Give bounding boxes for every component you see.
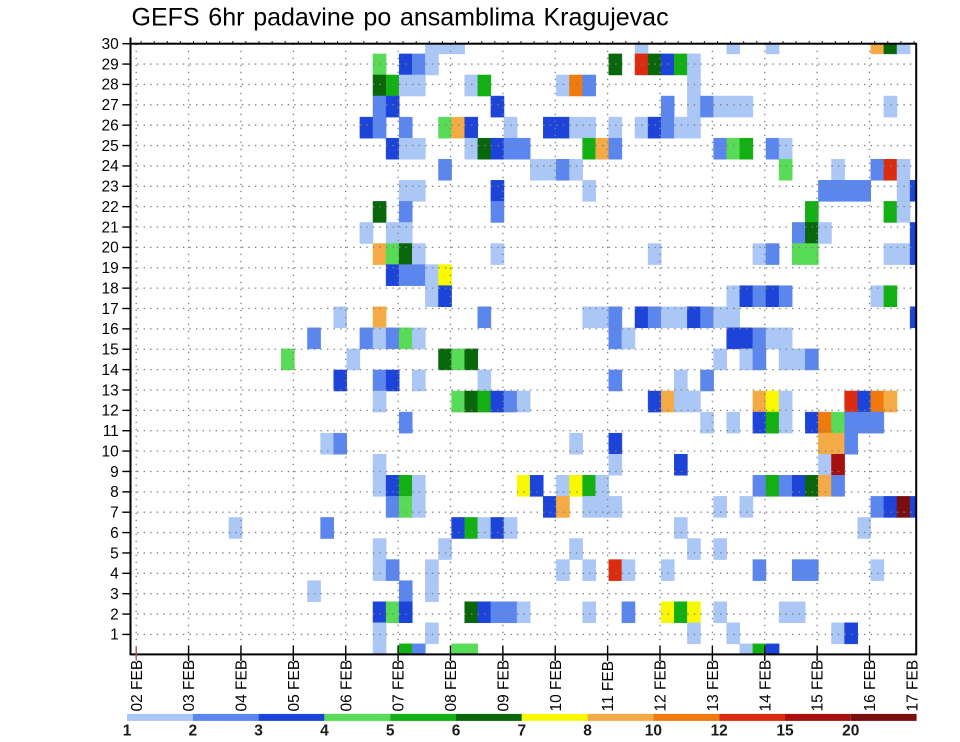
svg-text:08 FEB: 08 FEB <box>443 660 460 712</box>
svg-text:6: 6 <box>110 525 119 542</box>
svg-text:3: 3 <box>110 586 119 603</box>
svg-text:7: 7 <box>110 505 119 522</box>
svg-text:GEFS 6hr padavine po ansamblim: GEFS 6hr padavine po ansamblima Kragujev… <box>132 4 669 32</box>
svg-text:17: 17 <box>102 301 119 318</box>
svg-text:3: 3 <box>254 723 263 740</box>
svg-text:28: 28 <box>102 77 119 94</box>
svg-text:16: 16 <box>102 321 119 338</box>
svg-text:5: 5 <box>386 723 395 740</box>
svg-text:30: 30 <box>102 36 120 53</box>
svg-text:29: 29 <box>102 56 119 73</box>
svg-text:16 FEB: 16 FEB <box>862 660 879 712</box>
svg-text:6: 6 <box>452 723 461 740</box>
svg-text:05 FEB: 05 FEB <box>286 660 303 712</box>
svg-text:06 FEB: 06 FEB <box>338 660 355 712</box>
svg-text:03 FEB: 03 FEB <box>181 660 198 712</box>
svg-text:23: 23 <box>102 179 119 196</box>
svg-text:11: 11 <box>103 423 119 440</box>
svg-text:8: 8 <box>110 484 119 501</box>
svg-text:27: 27 <box>102 97 119 114</box>
svg-text:13 FEB: 13 FEB <box>705 660 722 712</box>
svg-text:21: 21 <box>102 219 119 236</box>
svg-text:18: 18 <box>102 280 119 297</box>
svg-text:1: 1 <box>123 723 132 740</box>
svg-text:2: 2 <box>188 723 197 740</box>
svg-text:9: 9 <box>110 464 119 481</box>
svg-text:12: 12 <box>711 723 728 740</box>
svg-text:2: 2 <box>110 606 119 623</box>
svg-text:20: 20 <box>842 723 859 740</box>
svg-text:17 FEB: 17 FEB <box>905 660 922 712</box>
svg-text:26: 26 <box>102 117 119 134</box>
svg-text:8: 8 <box>583 723 592 740</box>
svg-text:07 FEB: 07 FEB <box>391 660 408 712</box>
svg-text:09 FEB: 09 FEB <box>495 660 512 712</box>
svg-text:10: 10 <box>645 723 662 740</box>
svg-text:11 FEB: 11 FEB <box>600 661 617 712</box>
svg-text:4: 4 <box>320 723 329 740</box>
svg-text:5: 5 <box>110 545 119 562</box>
svg-text:10: 10 <box>102 443 120 460</box>
svg-text:15: 15 <box>102 342 119 359</box>
svg-text:4: 4 <box>110 566 119 583</box>
svg-text:14: 14 <box>102 362 120 379</box>
svg-text:13: 13 <box>102 382 119 399</box>
svg-text:19: 19 <box>102 260 119 277</box>
svg-text:1: 1 <box>110 627 119 644</box>
svg-text:14 FEB: 14 FEB <box>757 660 774 712</box>
svg-text:15 FEB: 15 FEB <box>810 660 827 712</box>
svg-text:12 FEB: 12 FEB <box>653 660 670 712</box>
svg-text:20: 20 <box>102 240 120 257</box>
svg-text:22: 22 <box>102 199 119 216</box>
svg-text:10 FEB: 10 FEB <box>548 660 565 712</box>
svg-text:12: 12 <box>102 403 119 420</box>
svg-text:04 FEB: 04 FEB <box>234 660 251 712</box>
svg-text:25: 25 <box>102 138 119 155</box>
svg-text:24: 24 <box>102 158 120 175</box>
svg-text:7: 7 <box>517 723 526 740</box>
svg-text:15: 15 <box>776 723 794 740</box>
svg-text:02 FEB: 02 FEB <box>129 660 146 712</box>
